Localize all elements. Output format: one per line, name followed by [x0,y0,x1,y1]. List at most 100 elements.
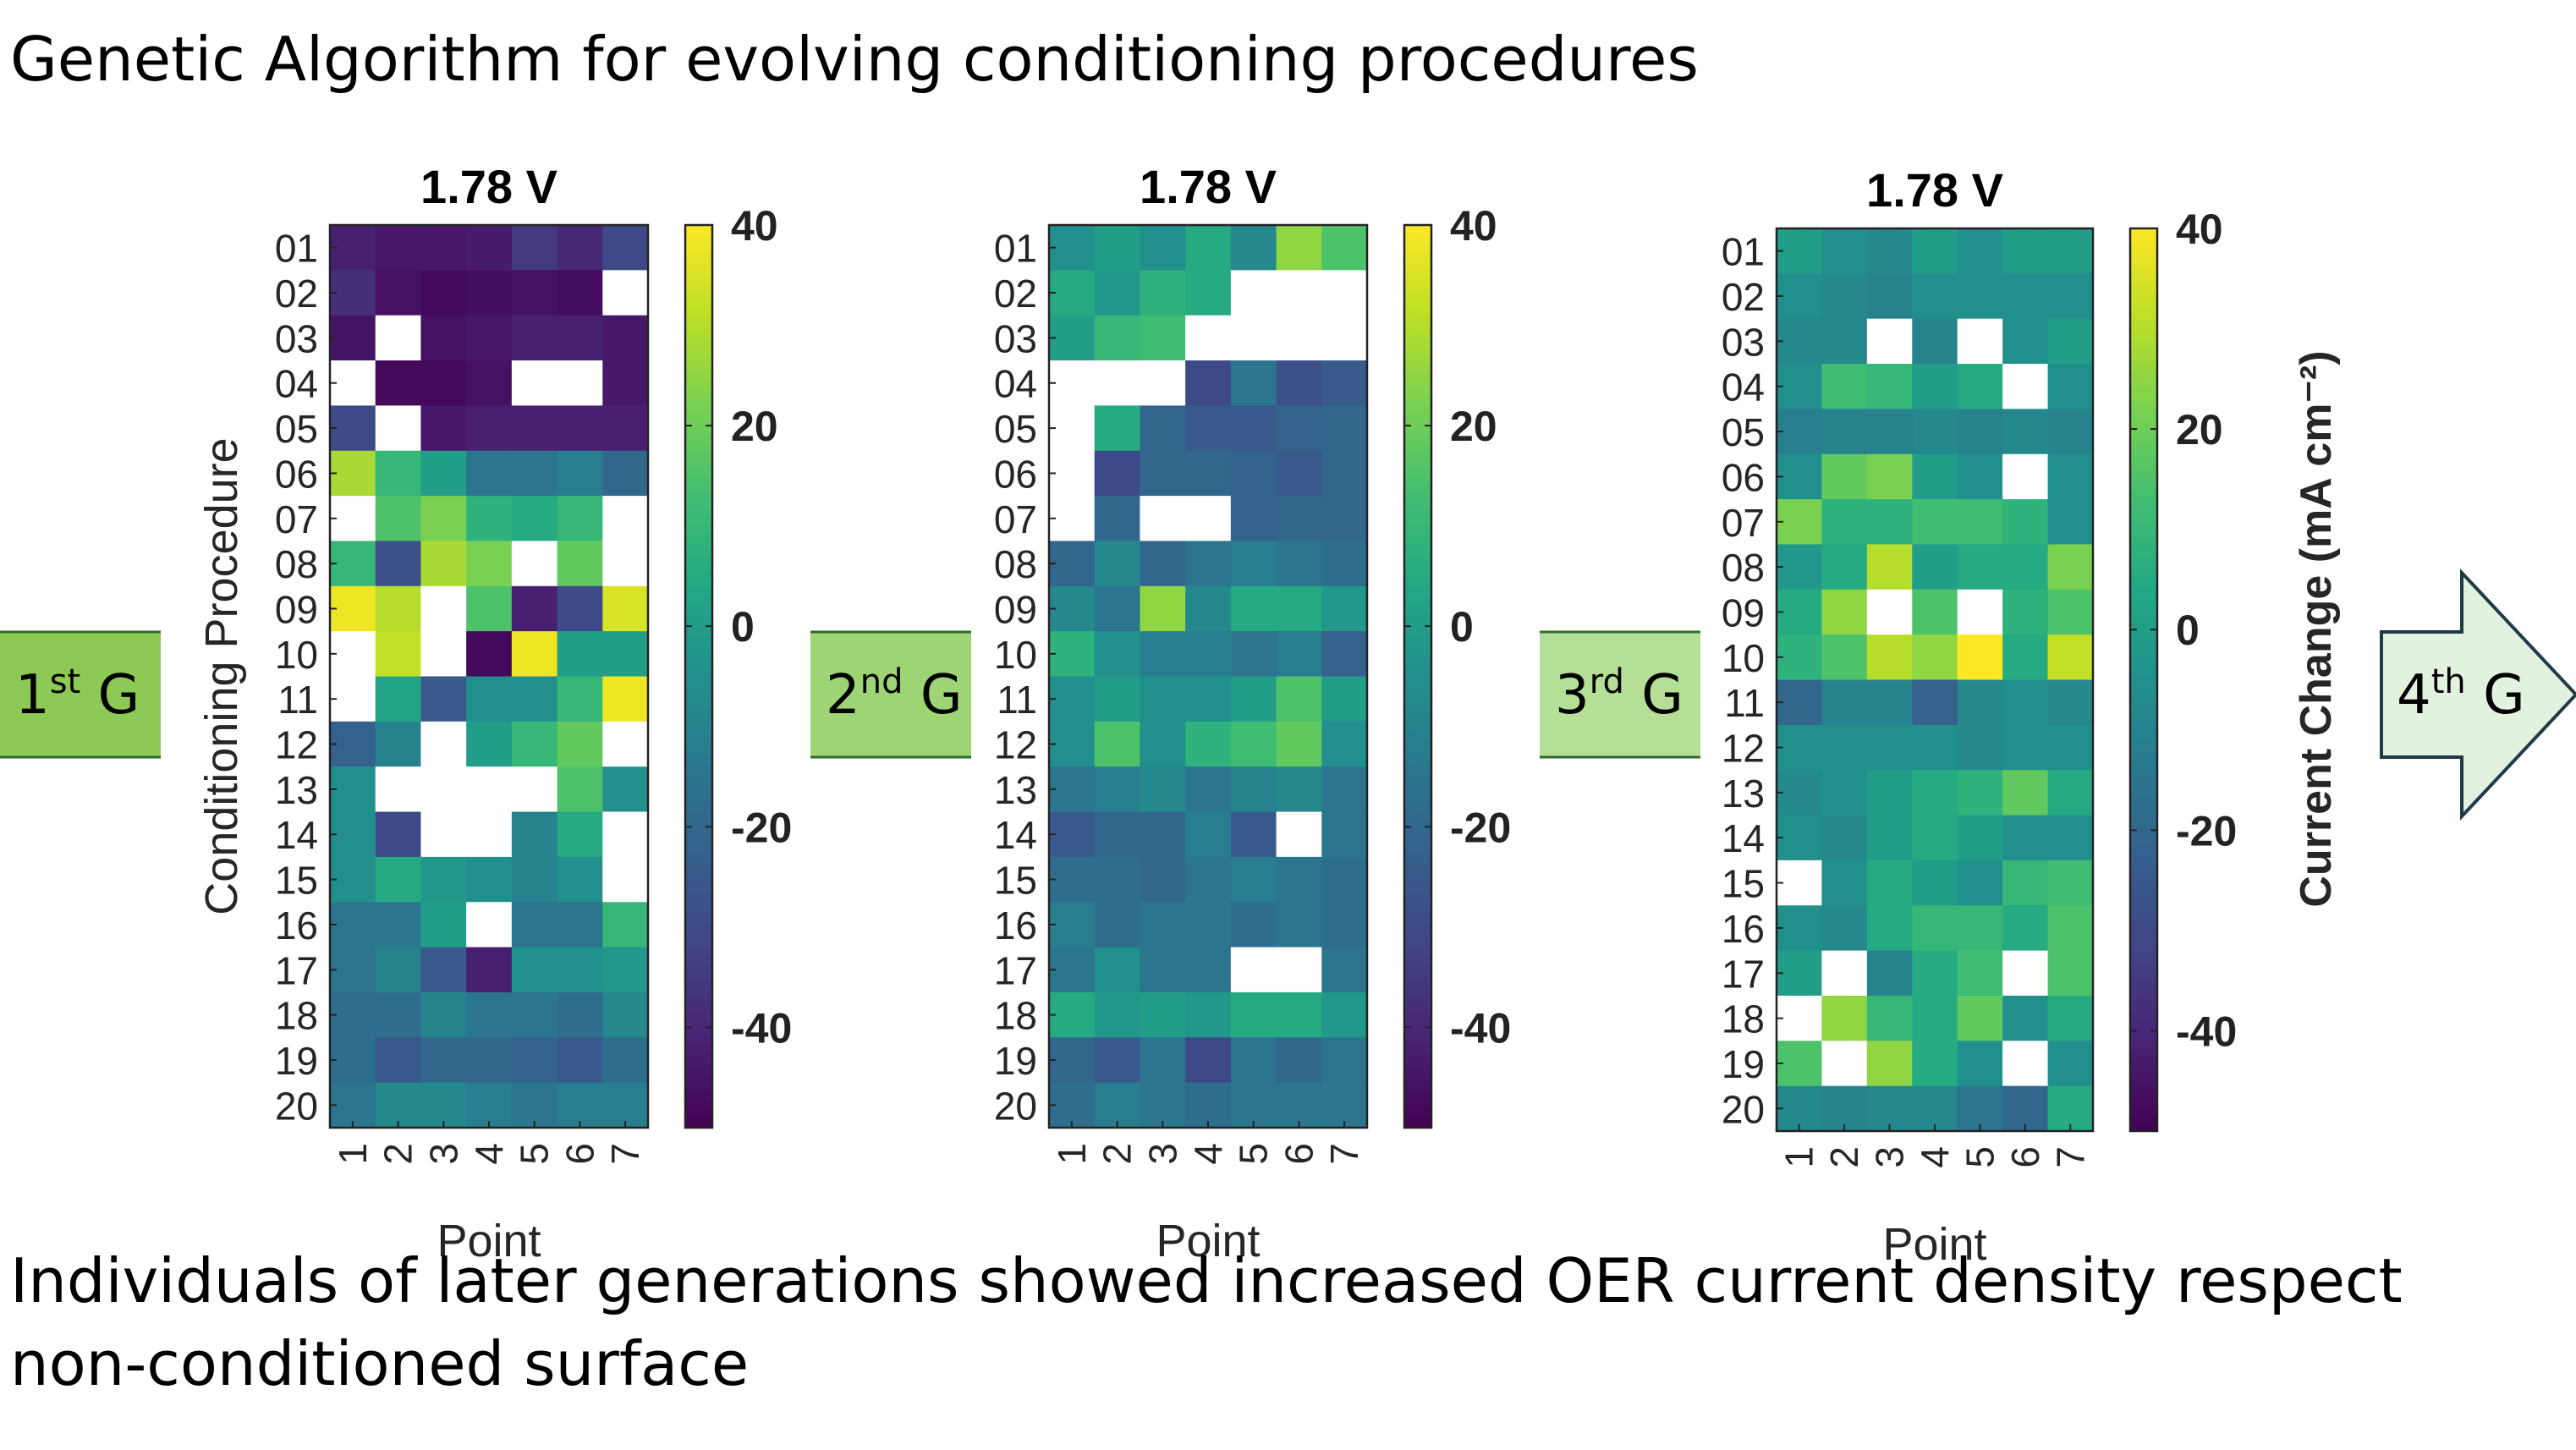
heatmap-cell [1185,631,1232,678]
heatmap-cell [1276,360,1322,406]
heatmap-cell [2002,1085,2049,1132]
heatmap-cell [1094,856,1141,903]
heatmap-cell [602,902,649,948]
y-tick-label: 17 [994,948,1037,992]
heatmap-cell [2047,815,2094,861]
heatmap-cell [1276,585,1322,632]
y-tick-label: 19 [275,1039,318,1083]
heatmap-cell [1185,991,1232,1038]
x-tick-label: 1 [1050,1143,1094,1165]
heatmap-cell [375,270,422,316]
heatmap-cell [1094,450,1141,497]
heatmap-cell [1185,450,1232,497]
x-tick-label: 2 [376,1143,420,1165]
heatmap-cell [466,676,513,722]
heatmap-cell [1049,225,1096,271]
heatmap-cell [466,585,513,632]
heatmap-cell [1140,225,1186,271]
heatmap-cell [1094,631,1141,678]
heatmap-cell [1957,815,2003,861]
heatmap-cell [602,541,649,587]
colorbar-tick-label: 20 [2176,406,2223,453]
heatmap-cell [2002,318,2049,365]
heatmap-cell [511,676,558,722]
heatmap-cell [1866,453,1913,500]
heatmap-cell [1140,541,1186,587]
heatmap-cell [1321,541,1368,587]
heatmap-cell [1185,315,1232,361]
colorbar-tick-label: 20 [731,403,778,450]
generation-suffix: rd [1590,662,1624,701]
heatmap-cell [420,1037,467,1084]
heatmap-cell [602,496,649,542]
heatmap-cell [1230,315,1277,361]
heatmap-cell [1276,631,1322,678]
heatmap-cell [1185,947,1232,993]
heatmap-cell [1777,1041,1823,1087]
heatmap-cell [466,902,513,948]
heatmap-cell [1049,676,1096,722]
heatmap-cell [1866,544,1913,590]
heatmap-cell [1912,364,1958,409]
heatmap-cell [1276,947,1322,993]
heatmap-cell [466,947,513,993]
heatmap-cell [1821,679,1868,726]
heatmap-cell [602,360,649,406]
heatmap-cell [557,766,603,813]
heatmap-cell [466,315,513,361]
heatmap-cell [420,315,467,361]
arrow-shape [2380,568,2576,821]
heatmap-cell [1957,950,2003,997]
heatmap-cell [420,766,467,813]
heatmap-cell [1276,541,1322,587]
y-tick-label: 15 [275,859,318,903]
y-tick-label: 15 [1722,862,1765,906]
heatmap-cell [1777,318,1823,365]
generation-label: 4th G [2397,662,2525,727]
heatmap-cell [557,541,603,587]
heatmap-cell [1912,995,1958,1041]
heatmap-cell [2002,724,2049,771]
heatmap-cell [1321,1082,1368,1129]
heatmap-cell [420,721,467,767]
x-tick-label: 1 [1777,1146,1821,1168]
generation-arrow-3: 3rd G [1540,630,1700,759]
x-tick-label: 4 [1913,1146,1957,1168]
heatmap-cell [1321,676,1368,722]
heatmap-cell [511,811,558,858]
x-tick-label: 4 [1186,1143,1230,1165]
y-tick-label: 01 [275,227,318,271]
heatmap-cell [1912,318,1958,365]
heatmap-cell [1866,318,1913,365]
heatmap-cell [1049,721,1096,767]
heatmap-cell [1866,950,1913,997]
x-tick-label: 2 [1822,1146,1866,1168]
heatmap-panels: 1.78 V0102030405060708091011121314151617… [196,160,2341,1270]
heatmap-cell [557,315,603,361]
heatmap-cell [1049,991,1096,1038]
heatmap-cell [420,902,467,948]
y-tick-label: 10 [994,633,1037,677]
heatmap-cell [1321,631,1368,678]
heatmap-cell [1230,450,1277,497]
heatmap-cell [602,856,649,903]
x-tick-label: 2 [1096,1143,1140,1165]
heatmap-cell [1230,631,1277,678]
heatmap-cell [1866,1085,1913,1132]
heatmap-cell [1321,496,1368,542]
heatmap-cell [557,902,603,948]
heatmap-cell [1140,405,1186,452]
heatmap-cell [1140,1082,1186,1129]
heatmap-cell [1777,905,1823,952]
heatmap-cell [511,766,558,813]
heatmap-cell [1912,1041,1958,1087]
y-tick-label: 20 [1722,1087,1765,1131]
heatmap-cell [1821,544,1868,590]
y-tick-label: 13 [1722,772,1765,816]
heatmap-cell [375,360,422,406]
heatmap-cell [1049,405,1096,452]
generation-unit: G [1624,664,1683,727]
heatmap-cell [1957,453,2003,500]
y-tick-label: 18 [994,994,1037,1038]
